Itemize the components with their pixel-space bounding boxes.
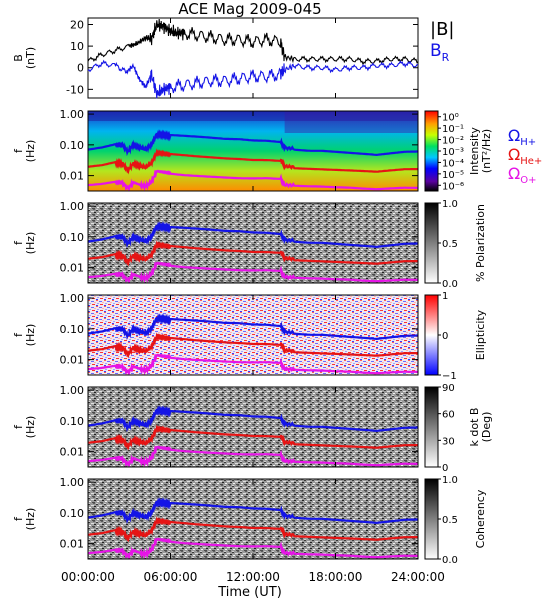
y-tick-label: 0.01: [60, 538, 85, 551]
freq-axis-label: f(Hz): [12, 416, 37, 439]
freq-axis-label: f(Hz): [12, 508, 37, 531]
colorbar: [424, 386, 439, 468]
y-tick-label: 1.00: [60, 108, 85, 121]
colorbar-tick-label: 10⁻⁶: [442, 181, 464, 192]
gyro-line-he: [87, 516, 418, 543]
y-tick-label: 10: [70, 40, 84, 53]
chart-title: ACE Mag 2009-045: [178, 0, 321, 18]
colorbar: [424, 478, 439, 560]
y-tick-label: 0.01: [60, 262, 85, 275]
legend-b-total: |B|: [430, 19, 454, 40]
y-tick-label: 0.01: [60, 446, 85, 459]
colorbar-tick-label: 0.0: [442, 555, 458, 566]
colorbar-tick-label: 30: [442, 436, 455, 447]
colorbar-label: % Polarization: [474, 204, 487, 282]
gyro-line-he: [87, 148, 418, 175]
x-tick-label: 00:00:00: [61, 570, 115, 584]
y-tick-label: 0.10: [60, 415, 85, 428]
gyro-line-h: [87, 497, 418, 525]
x-tick-label: 18:00:00: [309, 570, 363, 584]
gyro-line-o: [87, 353, 418, 376]
panel-kdotb: 1.00 0.10 0.01 f(Hz) 90 60 30 0 k dot B(Deg): [12, 383, 493, 474]
colorbar-tick-label: 1.0: [442, 475, 458, 486]
spectrogram-low-power-band: [284, 111, 418, 133]
colorbar-tick-label: 10⁻³: [442, 147, 464, 158]
colorbar-tick-label: 10⁰: [442, 113, 459, 124]
colorbar-tick-label: 10⁻²: [442, 136, 464, 147]
gyro-line-o: [87, 445, 418, 468]
colorbar-tick-label: 10⁻¹: [442, 124, 464, 135]
freq-axis-label: f(Hz): [12, 140, 37, 163]
y-tick-label: 1.00: [60, 200, 85, 213]
colorbar-tick-label: −1: [442, 371, 457, 382]
colorbar-label: Intensity(nT²/Hz): [468, 127, 493, 175]
gyro-line-he: [87, 240, 418, 267]
gyro-line-h: [87, 221, 418, 249]
colorbar-tick-label: 90: [442, 383, 455, 394]
gyro-line-he: [87, 332, 418, 359]
colorbar-tick-label: 0.5: [442, 515, 458, 526]
colorbar-tick-label: 10⁻⁴: [442, 158, 464, 169]
colorbar-tick-label: 0: [442, 463, 448, 474]
colorbar: [424, 110, 439, 192]
y-tick-label: 0.01: [60, 354, 85, 367]
colorbar-label: Ellipticity: [474, 309, 487, 360]
x-axis-label: Time (UT): [217, 585, 282, 600]
legend-omega-1: ΩHe+: [508, 145, 542, 167]
panel-intensity: 1.00 0.10 0.01 f(Hz) 10⁰10⁻¹10⁻²10⁻³10⁻⁴10⁻⁵…: [12, 108, 493, 192]
gyro-line-h: [87, 313, 418, 341]
gyro-line-h: [87, 405, 418, 433]
series-line-b-r: [87, 59, 419, 99]
freq-axis-label: f(Hz): [12, 324, 37, 347]
gyro-line-o: [87, 537, 418, 560]
colorbar-tick-label: 10⁻⁵: [442, 170, 464, 181]
panel-polarization: 1.00 0.10 0.01 f(Hz) 1.0 0.5 0.0 % Polarization: [12, 199, 487, 290]
legend-omega-0: ΩH+: [508, 126, 536, 148]
colorbar-label: k dot B(Deg): [468, 408, 493, 447]
colorbar: [424, 202, 439, 284]
legend-b-r: BR: [430, 41, 450, 64]
gyro-line-o: [87, 261, 418, 284]
y-tick-label: 0.10: [60, 231, 85, 244]
y-tick-label: 0.01: [60, 170, 85, 183]
colorbar-tick-label: 1: [442, 291, 448, 302]
colorbar-tick-label: 60: [442, 410, 455, 421]
freq-axis-label: f(Hz): [12, 232, 37, 255]
y-tick-label: 0: [77, 62, 84, 75]
y-tick-label: 0.10: [60, 323, 85, 336]
colorbar-tick-label: 1.0: [442, 199, 458, 210]
colorbar-tick-label: 0.0: [442, 279, 458, 290]
x-tick-label: 06:00:00: [144, 570, 198, 584]
series-line-b-total: [87, 18, 419, 66]
colorbar-label: Coherency: [474, 489, 487, 548]
x-tick-label: 24:00:00: [391, 570, 445, 584]
y-tick-label: 1.00: [60, 292, 85, 305]
y-tick-label: 1.00: [60, 384, 85, 397]
y-tick-label: -10: [66, 83, 84, 96]
panel-b-field: 20 10 0 -10 B(nT): [12, 17, 419, 99]
b-axis-label: B(nT): [12, 47, 37, 69]
panel-b-frame: [87, 17, 419, 99]
y-tick-label: 0.10: [60, 139, 85, 152]
gyro-line-he: [87, 424, 418, 451]
gyro-line-h: [87, 129, 418, 157]
panel-coherency: 1.00 0.10 0.01 f(Hz) 1.0 0.5 0.0 Coherency: [12, 475, 487, 566]
x-tick-label: 12:00:00: [226, 570, 280, 584]
gyro-line-o: [87, 169, 418, 192]
y-tick-label: 0.10: [60, 507, 85, 520]
legend-omega-2: ΩO+: [508, 164, 536, 186]
colorbar: [424, 294, 439, 376]
colorbar-tick-label: 0: [442, 331, 448, 342]
y-tick-label: 1.00: [60, 476, 85, 489]
y-tick-label: 20: [70, 18, 84, 31]
panel-ellipticity: 1.00 0.10 0.01 f(Hz) 1 0 −1 Ellipticity: [12, 291, 487, 382]
colorbar-tick-label: 0.5: [442, 239, 458, 250]
